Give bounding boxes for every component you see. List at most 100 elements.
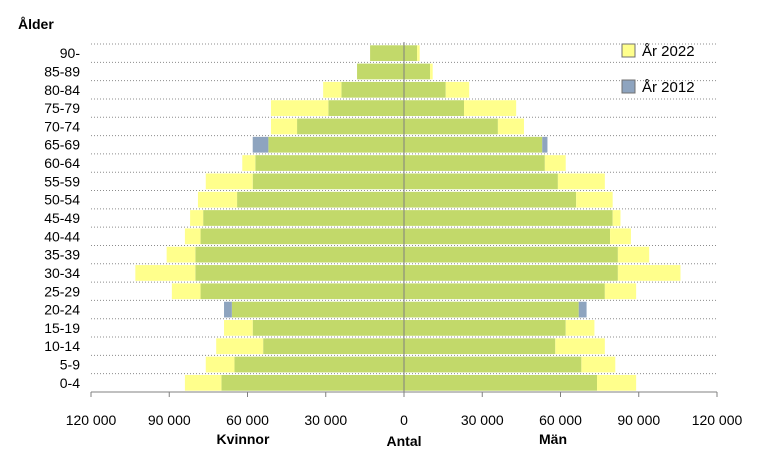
legend: År 2022 År 2012 bbox=[621, 43, 695, 96]
bar-overlap-women bbox=[234, 356, 404, 373]
bar-2022-men bbox=[617, 265, 681, 281]
bar-overlap-men bbox=[404, 210, 613, 226]
x-tick-label: 30 000 bbox=[304, 412, 347, 428]
bar-2022-men bbox=[497, 118, 524, 135]
bar-2022-women bbox=[205, 356, 235, 373]
bar-overlap-men bbox=[404, 155, 545, 171]
age-labels: 0-4 5-9 10-14 15-19 20-24 25-29 30-34 35-39 40-4… bbox=[44, 45, 80, 391]
bar-overlap-men bbox=[404, 338, 556, 355]
x-tick-label: 60 000 bbox=[226, 412, 269, 428]
bar-2022-men bbox=[597, 374, 637, 391]
bar-overlap-men bbox=[404, 228, 611, 245]
legend-swatch-2012 bbox=[621, 79, 636, 94]
age-label: 80-84 bbox=[44, 82, 80, 98]
bar-2022-men bbox=[445, 81, 470, 98]
bar-2022-women bbox=[190, 210, 204, 226]
bar-2022-men bbox=[581, 356, 616, 373]
age-label: 65-69 bbox=[44, 137, 80, 153]
bar-overlap-women bbox=[195, 246, 404, 263]
age-label: 60-64 bbox=[44, 155, 80, 171]
bar-2022-women bbox=[184, 374, 222, 391]
bar-2012-women bbox=[224, 301, 232, 318]
bar-2012-men bbox=[578, 301, 587, 318]
x-tick-label: 120 000 bbox=[692, 412, 743, 428]
bar-overlap-women bbox=[237, 191, 404, 208]
right-side-label: Män bbox=[539, 431, 567, 447]
bar-overlap-men bbox=[404, 118, 498, 135]
bar-2022-men bbox=[565, 320, 595, 336]
bars bbox=[135, 45, 681, 391]
bar-overlap-men bbox=[404, 265, 618, 281]
bar-2012-men bbox=[542, 136, 548, 153]
age-label: 45-49 bbox=[44, 210, 80, 226]
bar-2022-women bbox=[184, 228, 201, 245]
bar-overlap-men bbox=[404, 81, 446, 98]
x-tick-label: 60 000 bbox=[539, 412, 582, 428]
bar-overlap-women bbox=[200, 228, 404, 245]
bar-overlap-men bbox=[404, 356, 582, 373]
bar-overlap-men bbox=[404, 246, 618, 263]
age-label: 25-29 bbox=[44, 283, 80, 299]
bar-2022-women bbox=[216, 338, 264, 355]
bar-overlap-women bbox=[268, 136, 404, 153]
bar-2022-men bbox=[612, 210, 621, 226]
bar-2022-men bbox=[557, 173, 605, 190]
bar-2022-women bbox=[135, 265, 196, 281]
age-label: 5-9 bbox=[60, 357, 80, 373]
x-tick-label: 120 000 bbox=[66, 412, 117, 428]
bar-2022-women bbox=[270, 100, 329, 116]
bar-overlap-men bbox=[404, 320, 566, 336]
age-label: 90- bbox=[60, 45, 81, 61]
bar-2022-men bbox=[576, 191, 613, 208]
bar-overlap-women bbox=[221, 374, 404, 391]
left-side-label: Kvinnor bbox=[217, 431, 270, 447]
age-label: 85-89 bbox=[44, 63, 80, 79]
bar-overlap-men bbox=[404, 374, 598, 391]
bar-overlap-men bbox=[404, 136, 543, 153]
axes bbox=[90, 42, 718, 397]
bar-overlap-men bbox=[404, 45, 418, 62]
bar-2022-men bbox=[463, 100, 517, 116]
bar-overlap-women bbox=[255, 155, 404, 171]
x-tick-label: 30 000 bbox=[461, 412, 504, 428]
bar-2022-women bbox=[242, 155, 256, 171]
age-label: 20-24 bbox=[44, 302, 80, 318]
age-label: 70-74 bbox=[44, 118, 80, 134]
x-tick-label: 90 000 bbox=[148, 412, 191, 428]
bar-overlap-women bbox=[297, 118, 404, 135]
bar-overlap-women bbox=[203, 210, 404, 226]
bar-overlap-men bbox=[404, 191, 577, 208]
bar-2012-women bbox=[252, 136, 269, 153]
x-tick-labels: 120 000 90 000 60 000 30 000 0 30 000 60 000 90… bbox=[66, 412, 743, 428]
bar-2022-women bbox=[166, 246, 196, 263]
legend-label-2022: År 2022 bbox=[642, 43, 695, 60]
bar-2022-men bbox=[610, 228, 631, 245]
bar-overlap-women bbox=[231, 301, 404, 318]
legend-swatch-2022 bbox=[621, 43, 636, 58]
bar-2022-men bbox=[430, 63, 433, 80]
bar-2022-women bbox=[224, 320, 253, 336]
bar-2022-women bbox=[171, 283, 201, 300]
bar-overlap-women bbox=[200, 283, 404, 300]
bar-2022-women bbox=[197, 191, 238, 208]
x-axis-label: Antal bbox=[387, 433, 422, 449]
bar-2022-women bbox=[205, 173, 253, 190]
x-tick-label: 0 bbox=[400, 412, 408, 428]
y-axis-label: Ålder bbox=[18, 16, 54, 32]
bar-overlap-women bbox=[341, 81, 404, 98]
x-tick-label: 90 000 bbox=[617, 412, 660, 428]
bar-overlap-men bbox=[404, 301, 579, 318]
age-label: 15-19 bbox=[44, 320, 80, 336]
age-label: 30-34 bbox=[44, 265, 80, 281]
bar-2022-women bbox=[323, 81, 342, 98]
age-label: 0-4 bbox=[60, 375, 80, 391]
age-label: 75-79 bbox=[44, 100, 80, 116]
bar-overlap-men bbox=[404, 173, 558, 190]
bar-overlap-women bbox=[328, 100, 404, 116]
bar-2022-men bbox=[604, 283, 637, 300]
bar-overlap-women bbox=[263, 338, 404, 355]
bar-overlap-women bbox=[195, 265, 404, 281]
bar-overlap-men bbox=[404, 63, 431, 80]
bar-overlap-men bbox=[404, 100, 464, 116]
bar-2022-men bbox=[544, 155, 566, 171]
